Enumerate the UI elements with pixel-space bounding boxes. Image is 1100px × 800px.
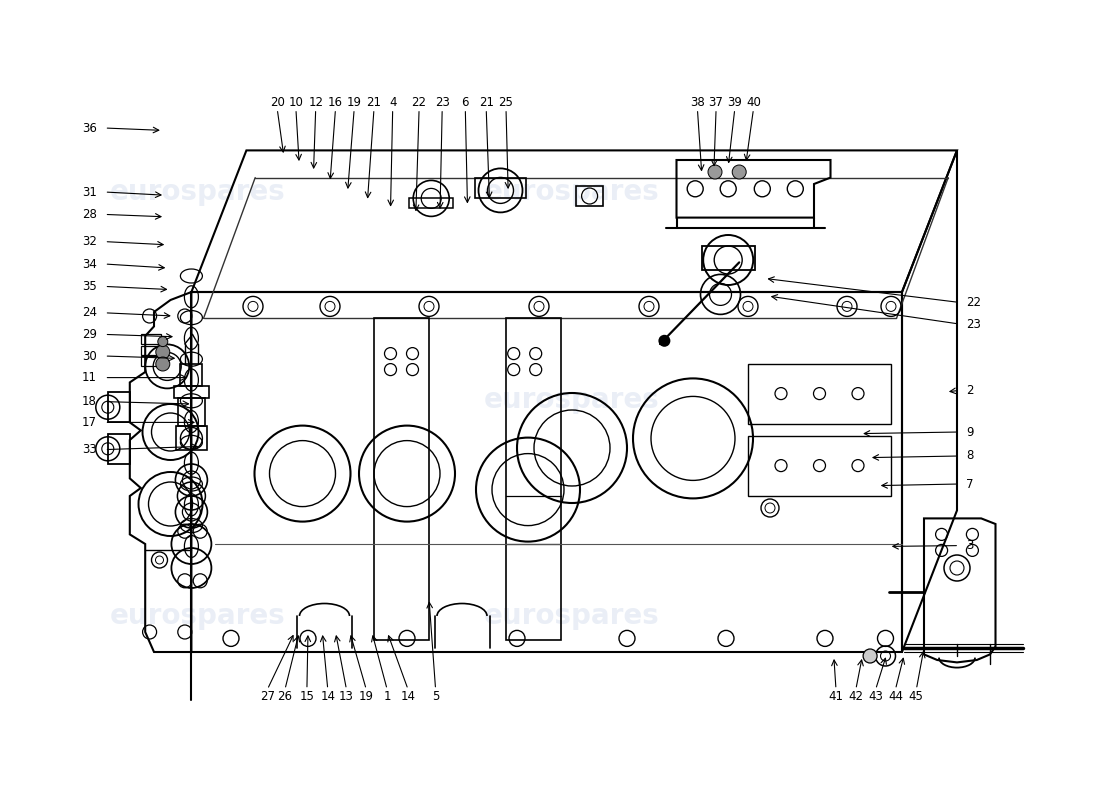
- Text: 24: 24: [81, 306, 97, 319]
- Text: 23: 23: [966, 318, 981, 330]
- Text: 26: 26: [277, 690, 293, 702]
- Text: 22: 22: [411, 96, 427, 109]
- Circle shape: [156, 357, 169, 371]
- Text: 38: 38: [690, 96, 705, 109]
- Text: 7: 7: [966, 478, 974, 490]
- Text: 34: 34: [81, 258, 97, 270]
- Text: 33: 33: [82, 443, 97, 456]
- Text: 21: 21: [478, 96, 494, 109]
- Text: 12: 12: [308, 96, 323, 109]
- Text: 41: 41: [828, 690, 844, 702]
- Text: 8: 8: [966, 450, 974, 462]
- Text: 44: 44: [888, 690, 903, 702]
- Text: 23: 23: [434, 96, 450, 109]
- Text: 30: 30: [82, 350, 97, 362]
- Text: 37: 37: [708, 96, 724, 109]
- Text: 21: 21: [366, 96, 382, 109]
- Text: 45: 45: [909, 690, 924, 702]
- Text: 11: 11: [81, 371, 97, 384]
- Text: eurospares: eurospares: [110, 178, 286, 206]
- Circle shape: [659, 334, 670, 347]
- Text: 22: 22: [966, 296, 981, 309]
- Text: 25: 25: [498, 96, 514, 109]
- Bar: [409, 198, 453, 208]
- Bar: [141, 334, 161, 344]
- Text: 36: 36: [81, 122, 97, 134]
- Text: 3: 3: [966, 539, 974, 552]
- Text: 15: 15: [299, 690, 315, 702]
- Text: 42: 42: [848, 690, 864, 702]
- Text: 17: 17: [81, 416, 97, 429]
- Text: 16: 16: [328, 96, 343, 109]
- Text: 35: 35: [82, 280, 97, 293]
- Text: 13: 13: [339, 690, 354, 702]
- Text: eurospares: eurospares: [484, 602, 660, 630]
- Text: 28: 28: [81, 208, 97, 221]
- Text: 9: 9: [966, 426, 974, 438]
- Text: 14: 14: [320, 690, 336, 702]
- Text: 1: 1: [384, 690, 390, 702]
- Text: 32: 32: [81, 235, 97, 248]
- Text: 10: 10: [288, 96, 304, 109]
- Circle shape: [733, 165, 746, 179]
- Text: 18: 18: [81, 395, 97, 408]
- Text: eurospares: eurospares: [484, 386, 660, 414]
- Text: eurospares: eurospares: [484, 178, 660, 206]
- Text: 14: 14: [400, 690, 416, 702]
- Text: 5: 5: [432, 690, 439, 702]
- Circle shape: [156, 345, 169, 359]
- Text: 31: 31: [81, 186, 97, 198]
- Text: 20: 20: [270, 96, 285, 109]
- Text: eurospares: eurospares: [110, 602, 286, 630]
- Text: 27: 27: [260, 690, 275, 702]
- Text: 29: 29: [81, 328, 97, 341]
- Text: 19: 19: [359, 690, 374, 702]
- Text: 19: 19: [346, 96, 362, 109]
- Bar: [141, 356, 161, 366]
- Bar: [141, 346, 161, 355]
- Text: 43: 43: [868, 690, 883, 702]
- Text: 2: 2: [966, 384, 974, 397]
- Text: 4: 4: [389, 96, 396, 109]
- Text: 6: 6: [462, 96, 469, 109]
- Circle shape: [864, 649, 877, 663]
- Circle shape: [708, 165, 722, 179]
- Text: 40: 40: [746, 96, 761, 109]
- Circle shape: [157, 337, 168, 346]
- Text: 39: 39: [727, 96, 742, 109]
